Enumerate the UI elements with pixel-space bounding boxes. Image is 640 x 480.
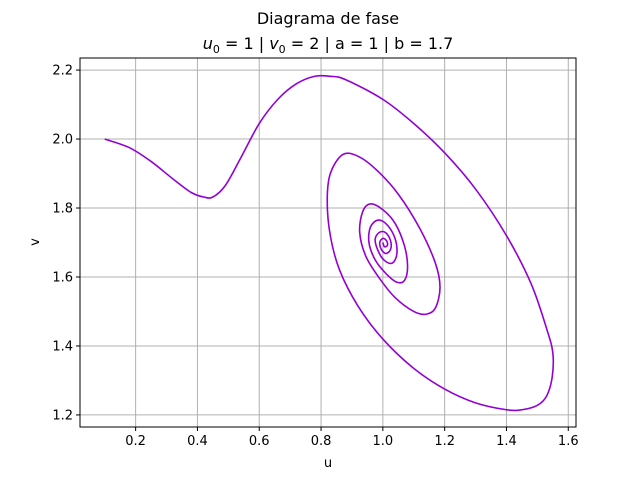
y-tick-label-1: 1.4 [52, 339, 73, 354]
x-tick-label-5: 1.2 [434, 434, 455, 449]
x-tick-label-3: 0.8 [311, 434, 332, 449]
subtitle-u-sub: 0 [213, 43, 220, 56]
x-tick-label-7: 1.6 [558, 434, 579, 449]
subtitle-u-value: = 1 | [220, 34, 269, 53]
y-tick-label-5: 2.2 [52, 64, 73, 79]
x-tick-label-2: 0.6 [249, 434, 270, 449]
y-tick-label-0: 1.2 [52, 408, 73, 423]
subtitle-v-sub: 0 [279, 43, 286, 56]
x-axis-ticks: 0.2 0.4 0.6 0.8 1.0 1.2 1.4 1.6 [125, 427, 579, 449]
x-tick-label-1: 0.4 [187, 434, 208, 449]
y-tick-label-4: 2.0 [52, 133, 73, 148]
phase-trajectory-line [104, 74, 555, 412]
subtitle-rest: = 2 | a = 1 | b = 1.7 [286, 34, 454, 53]
subtitle-u-symbol: u [203, 34, 213, 53]
subtitle-v-symbol: v [269, 34, 279, 53]
chart-subtitle: u0 = 1 | v0 = 2 | a = 1 | b = 1.7 [203, 34, 454, 56]
chart-title: Diagrama de fase [257, 9, 399, 28]
y-tick-label-2: 1.6 [52, 270, 73, 285]
x-tick-label-6: 1.4 [496, 434, 517, 449]
axes-frame [79, 57, 577, 428]
y-axis-ticks: 1.2 1.4 1.6 1.8 2.0 2.2 [52, 64, 80, 423]
x-axis-label: u [324, 456, 332, 471]
y-tick-label-3: 1.8 [52, 202, 73, 217]
grid-lines [80, 58, 576, 427]
x-tick-label-0: 0.2 [125, 434, 146, 449]
x-tick-label-4: 1.0 [373, 434, 394, 449]
y-axis-label: v [28, 238, 43, 246]
